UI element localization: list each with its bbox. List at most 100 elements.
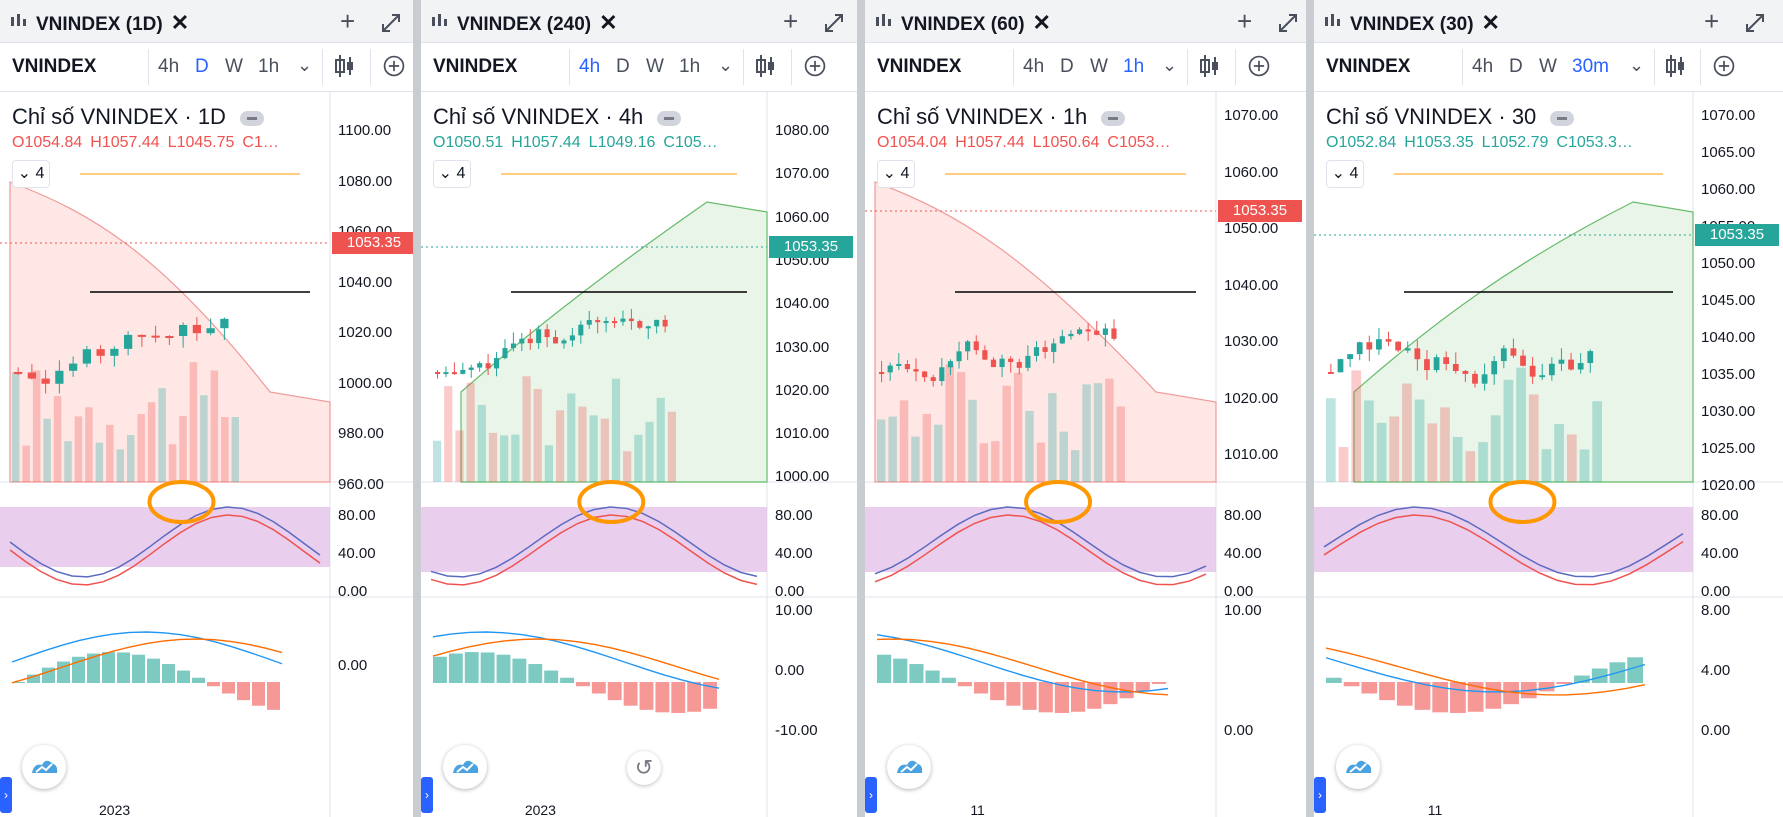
price-axis[interactable]: 1080.00 1070.00 1060.00 1050.00 1040.00 1030.… — [525, 92, 857, 817]
reset-chart-icon[interactable]: ↺ — [627, 751, 661, 785]
candlestick-type-icon[interactable] — [754, 52, 778, 80]
chart-area[interactable]: Chỉ số VNINDEX · 4h O1050.51 H1057.44 L104… — [421, 92, 857, 817]
close-icon[interactable]: ✕ — [1032, 10, 1051, 35]
visibility-toggle-icon[interactable] — [657, 110, 682, 126]
timeframe-4h[interactable]: 4h — [1023, 56, 1045, 77]
macd-histogram-bar — [192, 677, 205, 683]
ohlc-high: H1057.44 — [955, 134, 1025, 151]
close-icon[interactable]: ✕ — [170, 10, 190, 35]
price-chart[interactable] — [865, 92, 1306, 817]
expand-icon[interactable] — [1744, 12, 1766, 34]
indicator-collapse[interactable]: ⌄ 4 — [1326, 160, 1364, 188]
plus-icon[interactable]: + — [340, 6, 356, 36]
add-indicator-icon[interactable] — [382, 52, 406, 80]
timeframe-1h[interactable]: 1h — [258, 56, 280, 77]
tab-title[interactable]: VNINDEX (30) ✕ — [1350, 10, 1500, 35]
indicator-collapse[interactable]: ⌄ 4 — [877, 160, 915, 188]
timeframe-d[interactable]: D — [616, 56, 630, 77]
timeframe-1h[interactable]: 1h — [679, 56, 701, 77]
timeframe-4h[interactable]: 4h — [158, 56, 180, 77]
expand-icon[interactable] — [823, 12, 845, 34]
candle-body — [69, 363, 78, 371]
candlestick-type-icon[interactable] — [333, 52, 357, 80]
add-indicator-icon[interactable] — [1712, 52, 1736, 80]
candlestick-type-icon[interactable] — [1664, 52, 1688, 80]
timeframe-d[interactable]: D — [195, 56, 209, 77]
chart-area[interactable]: Chỉ số VNINDEX · 30 O1052.84 H1053.35 L105… — [1314, 92, 1783, 817]
candle-body — [1366, 342, 1373, 350]
timeframe-4h[interactable]: 4h — [579, 56, 601, 77]
candle-body — [645, 326, 651, 329]
plus-icon[interactable]: + — [783, 6, 799, 36]
macd-histogram-bar — [237, 682, 250, 701]
close-icon[interactable]: ✕ — [1481, 10, 1500, 35]
candlestick-type-icon[interactable] — [1198, 52, 1222, 80]
visibility-toggle-icon[interactable] — [1101, 110, 1126, 126]
expand-icon[interactable] — [1277, 12, 1299, 34]
last-price-label: 1053.35 — [1695, 224, 1779, 246]
timeframe-4h[interactable]: 4h — [1472, 56, 1494, 77]
side-panel-toggle[interactable]: › — [1314, 777, 1326, 813]
candle-body — [628, 318, 634, 322]
timeframe-1h[interactable]: 1h — [1123, 56, 1145, 77]
side-panel-toggle[interactable]: › — [0, 777, 12, 813]
close-icon[interactable]: ✕ — [599, 10, 618, 35]
symbol-search[interactable]: VNINDEX — [1326, 56, 1411, 77]
volume-bar — [991, 441, 1000, 482]
volume-bar — [556, 410, 565, 482]
timeframe-d[interactable]: D — [1509, 56, 1523, 77]
plus-icon[interactable]: + — [1704, 6, 1720, 36]
symbol-search[interactable]: VNINDEX — [12, 56, 97, 77]
chevron-down-icon[interactable]: ⌄ — [1629, 55, 1645, 75]
plus-icon[interactable]: + — [1237, 6, 1253, 36]
price-axis[interactable]: 1100.001080.001060.001040.001020.001000.… — [99, 92, 413, 817]
candle-body — [1539, 375, 1546, 378]
volume-bar — [1528, 394, 1539, 482]
side-panel-toggle[interactable]: › — [865, 777, 877, 813]
chevron-down-icon[interactable]: ⌄ — [297, 55, 313, 75]
tradingview-logo-icon[interactable] — [1336, 745, 1380, 789]
candle-body — [1376, 339, 1382, 350]
chart-area[interactable]: Chỉ số VNINDEX · 1D O1054.84 H1057.44 L104… — [0, 92, 413, 817]
candle-body — [603, 321, 609, 324]
tab-title[interactable]: VNINDEX (60) ✕ — [901, 10, 1051, 35]
candle-body — [1033, 347, 1040, 356]
indicator-collapse[interactable]: ⌄ 4 — [12, 160, 50, 188]
timeframe-30m[interactable]: 30m — [1572, 56, 1609, 77]
expand-icon[interactable] — [380, 12, 402, 34]
price-axis[interactable]: 1070.00 1060.00 1050.00 1040.00 1030.00 1020.… — [970, 92, 1306, 817]
tradingview-logo-icon[interactable] — [22, 745, 66, 789]
visibility-toggle-icon[interactable] — [239, 110, 264, 126]
macd-histogram-bar — [496, 654, 511, 683]
timeframe-w[interactable]: W — [1090, 56, 1108, 77]
price-chart[interactable] — [0, 92, 413, 817]
timeframe-w[interactable]: W — [225, 56, 243, 77]
last-price-label: 1053.35 — [332, 232, 413, 254]
timeframe-w[interactable]: W — [1539, 56, 1557, 77]
volume-bar — [1465, 451, 1476, 482]
tab-bar: VNINDEX (60) ✕ + — [865, 0, 1306, 43]
timeframe-w[interactable]: W — [646, 56, 664, 77]
indicator-collapse[interactable]: ⌄ 4 — [433, 160, 471, 188]
chevron-down-icon[interactable]: ⌄ — [1162, 55, 1178, 75]
tradingview-logo-icon[interactable] — [887, 745, 931, 789]
volume-bar — [888, 416, 897, 482]
add-indicator-icon[interactable] — [1247, 52, 1271, 80]
symbol-search[interactable]: VNINDEX — [877, 56, 962, 77]
tradingview-logo-icon[interactable] — [443, 745, 487, 789]
tab-title[interactable]: VNINDEX (240) ✕ — [457, 10, 618, 35]
chart-area[interactable]: Chỉ số VNINDEX · 1h O1054.04 H1057.44 L105… — [865, 92, 1306, 817]
price-chart[interactable] — [421, 92, 857, 817]
price-axis[interactable]: 1070.001065.001060.001055.001050.001045.… — [1428, 92, 1783, 817]
symbol-search[interactable]: VNINDEX — [433, 56, 518, 77]
volume-bar — [1093, 383, 1103, 482]
visibility-toggle-icon[interactable] — [1550, 110, 1575, 126]
tab-title[interactable]: VNINDEX (1D) ✕ — [36, 10, 190, 35]
chevron-down-icon[interactable]: ⌄ — [718, 55, 734, 75]
volume-bar — [477, 404, 486, 482]
timeframe-d[interactable]: D — [1060, 56, 1074, 77]
price-chart[interactable] — [1314, 92, 1783, 817]
volume-bar — [32, 370, 41, 482]
add-indicator-icon[interactable] — [803, 52, 827, 80]
side-panel-toggle[interactable]: › — [421, 777, 433, 813]
